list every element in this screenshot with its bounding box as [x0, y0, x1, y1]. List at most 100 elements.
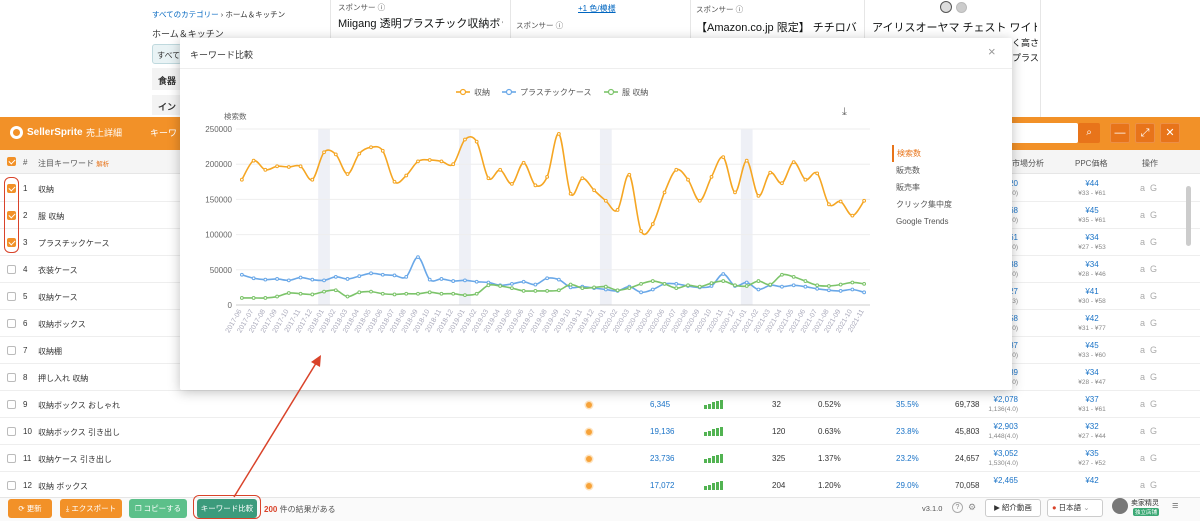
download-icon[interactable]: ⤓	[842, 106, 847, 118]
row-market: ¥2,465	[993, 476, 1018, 485]
google-icon[interactable]: G	[1150, 237, 1158, 247]
table-row[interactable]: 11 収納ケース 引き出し 23,736 325 1.37% 23.2% 24,…	[0, 445, 1200, 472]
data-point	[416, 255, 420, 260]
metric-menu-item[interactable]: Google Trends	[896, 217, 949, 226]
tab-sales-detail[interactable]: 売上詳細	[86, 128, 123, 138]
select-all-checkbox[interactable]	[7, 157, 16, 166]
google-icon[interactable]: G	[1150, 426, 1158, 436]
y-tick-label: 250000	[205, 125, 232, 134]
amazon-icon[interactable]: a	[1140, 426, 1146, 436]
keyword-compare-button[interactable]: キーワード比較	[197, 499, 257, 518]
close-icon[interactable]: ×	[988, 44, 996, 59]
google-icon[interactable]: G	[1150, 210, 1158, 220]
amazon-icon[interactable]: a	[1140, 210, 1146, 220]
help-icon[interactable]: ?	[952, 502, 963, 513]
amazon-icon[interactable]: a	[1140, 291, 1146, 301]
color-swatch-selected[interactable]	[940, 1, 952, 13]
row-num: 1	[23, 184, 28, 193]
row-checkbox[interactable]	[7, 265, 16, 274]
data-point	[427, 158, 432, 162]
row-checkbox[interactable]	[7, 481, 16, 490]
breadcrumb-category[interactable]: ホーム＆キッチン	[225, 10, 286, 19]
amazon-icon[interactable]: a	[1140, 372, 1146, 382]
row-checkbox[interactable]	[7, 400, 16, 409]
google-icon[interactable]: G	[1150, 318, 1158, 328]
row-keyword[interactable]: 収納ケース	[38, 293, 78, 302]
metric-menu-item[interactable]: 検索数	[892, 145, 952, 162]
row-checkbox[interactable]	[7, 292, 16, 301]
google-icon[interactable]: G	[1150, 183, 1158, 193]
toolbar-search-input[interactable]	[1010, 123, 1078, 143]
row-checkbox[interactable]	[7, 319, 16, 328]
row-keyword[interactable]: 収納ボックス おしゃれ	[38, 401, 120, 410]
data-point	[662, 281, 667, 286]
metric-menu-item[interactable]: 販売数	[896, 166, 920, 175]
amazon-icon[interactable]: a	[1140, 345, 1146, 355]
close-icon[interactable]: ✕	[1160, 123, 1180, 143]
copy-button[interactable]: ❐ コピーする	[129, 499, 187, 518]
refresh-button[interactable]: ⟳ 更新	[8, 499, 52, 518]
settings-icon[interactable]: ⚙	[968, 502, 977, 512]
metric-menu-item[interactable]: クリック集中度	[896, 200, 952, 209]
google-icon[interactable]: G	[1150, 372, 1158, 382]
expand-icon[interactable]: ⤢	[1135, 123, 1155, 143]
language-select[interactable]: ● 日本語 ⌄	[1047, 499, 1103, 517]
tab-keyword[interactable]: キーワ	[150, 128, 178, 138]
row-keyword[interactable]: 収納ボックス 引き出し	[38, 428, 120, 437]
category-side-2[interactable]: イン	[152, 95, 182, 115]
metric-menu-item[interactable]: 販売率	[896, 183, 920, 192]
row-keyword[interactable]: 収納棚	[38, 347, 62, 356]
category-side-1[interactable]: 食器	[152, 68, 182, 90]
product-title-3[interactable]: アイリスオーヤマ チェスト ワイド 3	[872, 22, 1037, 34]
data-point	[451, 279, 456, 283]
amazon-icon[interactable]: a	[1140, 237, 1146, 247]
product-title-2[interactable]: 【Amazon.co.jp 限定】 チチロバ	[696, 22, 857, 34]
google-icon[interactable]: G	[1150, 480, 1158, 490]
amazon-icon[interactable]: a	[1140, 264, 1146, 274]
search-icon[interactable]: ⌕	[1078, 123, 1100, 143]
row-keyword[interactable]: 収納 ボックス	[38, 482, 88, 491]
intro-video-button[interactable]: ▶ 紹介動画	[985, 499, 1041, 517]
google-icon[interactable]: G	[1150, 264, 1158, 274]
menu-icon[interactable]: ≡	[1172, 500, 1179, 512]
row-keyword[interactable]: 収納ボックス	[38, 320, 86, 329]
google-icon[interactable]: G	[1150, 453, 1158, 463]
product-title-1[interactable]: Miigang 透明プラスチック収納ボックス 折り畳み衣類整理 シーブザッ	[338, 18, 503, 30]
data-point	[357, 151, 362, 156]
amazon-icon[interactable]: a	[1140, 183, 1146, 193]
row-checkbox[interactable]	[7, 373, 16, 382]
row-checkbox[interactable]	[7, 211, 16, 220]
row-keyword[interactable]: 収納ケース 引き出し	[38, 455, 112, 464]
row-keyword[interactable]: 収納	[38, 185, 54, 194]
color-variants-link[interactable]: +1 色/模様	[578, 4, 616, 13]
table-scrollbar[interactable]	[1186, 186, 1191, 246]
data-point	[662, 190, 667, 195]
google-icon[interactable]: G	[1150, 345, 1158, 355]
amazon-icon[interactable]: a	[1140, 453, 1146, 463]
row-keyword[interactable]: 服 収納	[38, 212, 65, 221]
table-row[interactable]: 10 収納ボックス 引き出し 19,136 120 0.63% 23.8% 45…	[0, 418, 1200, 445]
row-checkbox[interactable]	[7, 454, 16, 463]
avatar[interactable]	[1112, 498, 1128, 514]
export-button[interactable]: ⤓ エクスポート	[60, 499, 122, 518]
row-checkbox[interactable]	[7, 346, 16, 355]
breadcrumb-all-link[interactable]: すべてのカテゴリー	[152, 10, 219, 19]
minimize-icon[interactable]: —	[1110, 123, 1130, 143]
row-keyword[interactable]: プラスチックケース	[38, 239, 110, 248]
row-keyword[interactable]: 押し入れ 収納	[38, 374, 89, 383]
keyword-analysis-link[interactable]: 解析	[96, 161, 110, 168]
row-sales: 32	[772, 400, 781, 409]
amazon-icon[interactable]: a	[1140, 480, 1146, 490]
data-point	[416, 291, 420, 296]
row-checkbox[interactable]	[7, 238, 16, 247]
data-point	[322, 289, 326, 294]
color-swatch[interactable]	[956, 2, 967, 13]
row-checkbox[interactable]	[7, 184, 16, 193]
google-icon[interactable]: G	[1150, 399, 1158, 409]
row-keyword[interactable]: 衣装ケース	[38, 266, 78, 275]
row-checkbox[interactable]	[7, 427, 16, 436]
amazon-icon[interactable]: a	[1140, 399, 1146, 409]
amazon-icon[interactable]: a	[1140, 318, 1146, 328]
google-icon[interactable]: G	[1150, 291, 1158, 301]
table-row[interactable]: 9 収納ボックス おしゃれ 6,345 32 0.52% 35.5% 69,73…	[0, 391, 1200, 418]
